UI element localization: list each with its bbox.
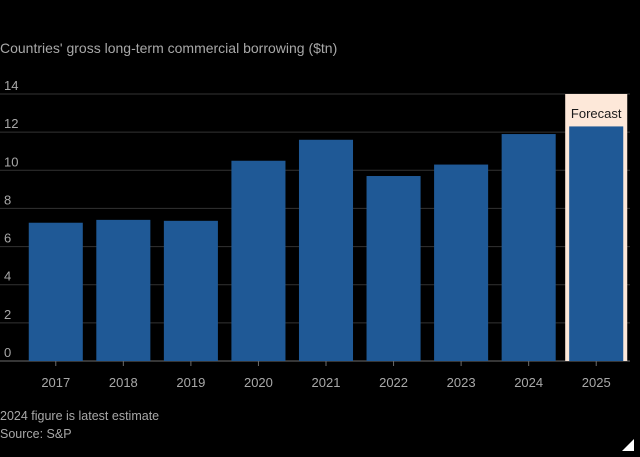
x-tick-label: 2020 — [244, 375, 273, 390]
bar-2023 — [434, 164, 489, 361]
expand-corner-icon[interactable] — [622, 439, 634, 451]
y-tick-label: 2 — [4, 307, 11, 322]
y-tick-label: 14 — [4, 78, 18, 93]
y-tick-label: 12 — [4, 116, 18, 131]
y-tick-label: 6 — [4, 231, 11, 246]
bar-2021 — [298, 139, 354, 361]
y-tick-label: 4 — [4, 269, 11, 284]
bar-2024 — [501, 134, 556, 361]
x-tick-label: 2021 — [312, 375, 341, 390]
bar-2020 — [231, 160, 286, 361]
y-tick-label: 10 — [4, 154, 18, 169]
y-axis-ticks: 0 2 4 6 8 10 12 14 — [4, 78, 18, 360]
bar-2018 — [96, 219, 151, 361]
x-axis-ticks: 2017 2018 2019 2020 2021 2022 2023 2024 2025 — [41, 361, 611, 390]
x-tick-label: 2024 — [514, 375, 543, 390]
bar-2022 — [366, 176, 421, 361]
bar-2019 — [163, 220, 218, 361]
x-tick-label: 2018 — [109, 375, 138, 390]
footnote-source: Source: S&P — [0, 427, 72, 441]
x-tick-label: 2017 — [41, 375, 70, 390]
chart-title: Countries' gross long-term commercial bo… — [0, 40, 338, 56]
bars — [28, 126, 624, 362]
y-tick-label: 8 — [4, 192, 11, 207]
x-tick-label: 2025 — [582, 375, 611, 390]
bar-2017 — [28, 222, 83, 361]
x-tick-label: 2019 — [176, 375, 205, 390]
forecast-label: Forecast — [571, 106, 622, 121]
y-tick-label: 0 — [4, 345, 11, 360]
bar-2025 — [569, 126, 624, 362]
x-tick-label: 2023 — [447, 375, 476, 390]
x-tick-label: 2022 — [379, 375, 408, 390]
footnote-note: 2024 figure is latest estimate — [0, 409, 160, 423]
